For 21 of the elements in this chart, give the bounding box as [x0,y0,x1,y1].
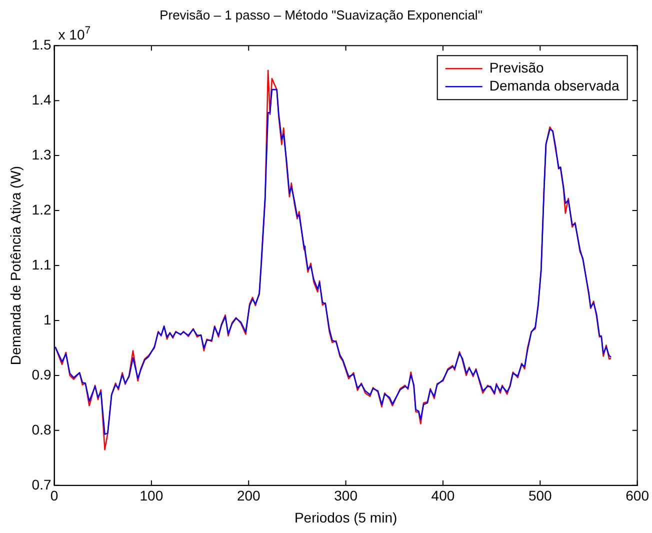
x-tick-label: 600 [626,488,650,504]
y-tick-label: 0.7 [32,476,52,492]
y-tick-label: 1.3 [32,146,52,162]
legend-label: Demanda observada [489,77,620,94]
x-tick-label: 200 [236,488,261,504]
x-tick-label: 500 [528,488,552,504]
y-tick-label: 1 [43,311,52,328]
y-tick-label: 1.5 [32,36,52,52]
x-tick-label: 400 [431,488,455,504]
chart-title: Previsão – 1 passo – Método "Suavização Exponencial" [160,7,483,22]
x-axis-title: Periodos (5 min) [294,509,398,526]
legend-label: Previsão [489,59,544,76]
y-tick-label: 1.4 [32,91,52,108]
y-tick-label: 1.1 [32,256,52,272]
y-tick-label: 1.2 [32,201,52,218]
x-tick-label: 300 [334,488,358,504]
y-tick-label: 0.9 [32,366,52,382]
x-tick-label: 0 [50,488,58,504]
y-tick-label: 0.8 [32,421,52,438]
y-axis-title: Demanda de Potência Ativa (W) [7,166,24,366]
x-tick-label: 100 [140,488,164,504]
